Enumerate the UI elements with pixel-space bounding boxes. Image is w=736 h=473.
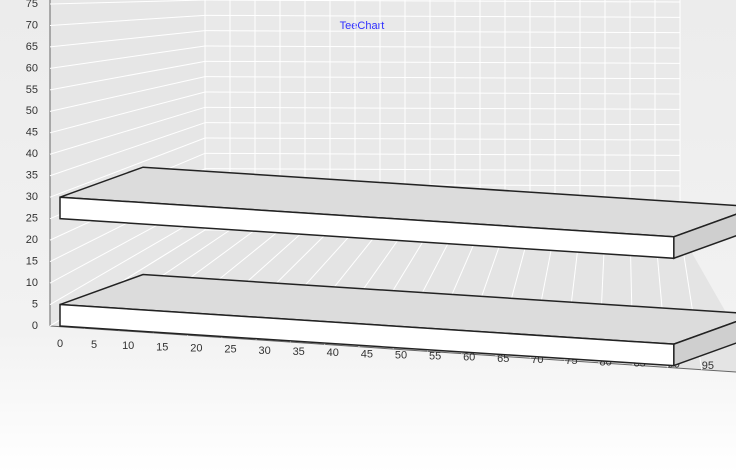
grid-line [204, 14, 681, 18]
y-tick-label: 5 [32, 298, 38, 310]
x-tick-label: 40 [327, 347, 339, 359]
grid-line [49, 137, 206, 198]
y-tick-label: 25 [26, 213, 38, 225]
grid-line [49, 14, 206, 26]
grid-line [204, 45, 681, 49]
bar [59, 303, 675, 367]
x-tick-label: 20 [190, 343, 202, 355]
y-tick-label: 50 [26, 105, 38, 117]
x-tick-label: 50 [395, 349, 407, 361]
grid-line [49, 106, 206, 155]
grid-line [49, 76, 206, 112]
grid-line [49, 122, 206, 177]
grid-line [204, 106, 681, 110]
y-tick-label: 60 [26, 62, 38, 74]
y-tick-label: 65 [26, 41, 38, 53]
y-tick-label: 45 [26, 127, 38, 139]
grid-line [49, 214, 206, 305]
x-tick-label: 35 [293, 346, 305, 358]
chart-title: TeeChart [340, 20, 385, 32]
grid-line [204, 137, 681, 141]
y-tick-label: 30 [26, 191, 38, 203]
y-tick-label: 35 [26, 170, 38, 182]
x-tick-label: 55 [429, 351, 441, 363]
x-tick-label: 45 [361, 348, 373, 360]
left-wall [50, 0, 205, 326]
x-tick-label: 10 [122, 340, 134, 352]
x-tick-label: 0 [57, 338, 63, 350]
grid-line [49, 91, 206, 134]
y-tick-label: 55 [26, 84, 38, 96]
y-tick-label: 40 [26, 148, 38, 160]
back-wall [205, 0, 680, 232]
grid-line [49, 60, 206, 91]
grid-line [204, 91, 681, 95]
y-tick-label: 20 [26, 234, 38, 246]
y-tick-label: 70 [26, 19, 38, 31]
x-tick-label: 15 [156, 341, 168, 353]
x-tick-label: 30 [258, 345, 270, 357]
y-tick-label: 75 [26, 0, 38, 10]
grid-line [49, 45, 206, 69]
y-tick-label: 10 [26, 277, 38, 289]
x-tick-label: 5 [91, 339, 97, 351]
y-tick-label: 15 [26, 256, 38, 268]
grid-line [204, 30, 681, 34]
grid-line [204, 60, 681, 64]
grid-line [49, 30, 206, 48]
x-tick-label: 65 [497, 353, 509, 365]
x-tick-label: 95 [702, 360, 714, 372]
x-tick-label: 25 [224, 344, 236, 356]
grid-line [204, 152, 681, 156]
grid-line [204, 76, 681, 80]
x-tick-label: 60 [463, 352, 475, 364]
y-tick-label: 0 [32, 320, 38, 332]
grid-line [204, 168, 681, 172]
grid-line [204, 0, 681, 3]
bar [59, 196, 675, 260]
grid-line [49, 0, 206, 5]
grid-line [204, 122, 681, 126]
